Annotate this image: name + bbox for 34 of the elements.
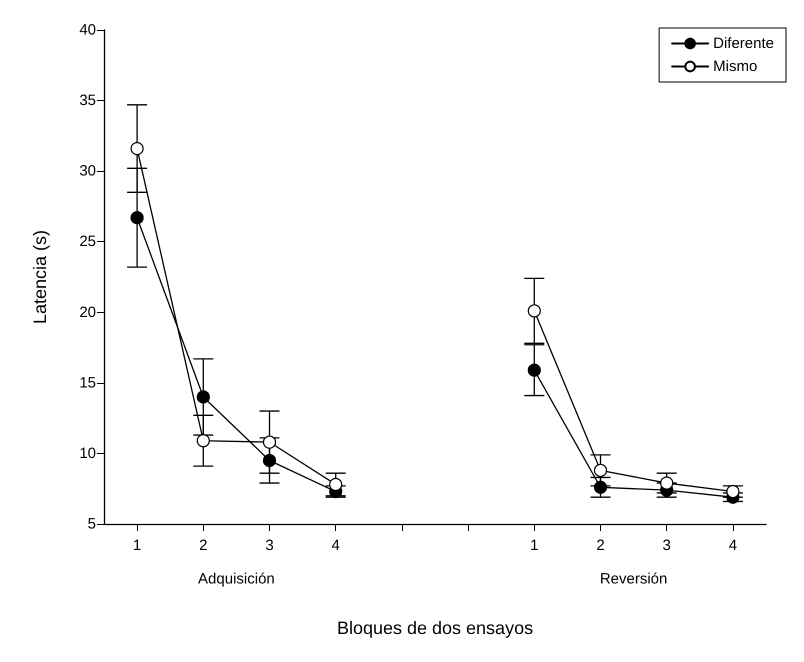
y-tick-label: 35 bbox=[79, 92, 96, 110]
x-tick-label: 2 bbox=[199, 537, 208, 554]
point bbox=[130, 142, 144, 156]
x-tick-label: 3 bbox=[265, 537, 274, 554]
y-tick-label: 10 bbox=[79, 444, 96, 462]
x-tick-label: 4 bbox=[332, 537, 340, 554]
legend-label: Diferente bbox=[713, 35, 774, 52]
point bbox=[130, 211, 144, 224]
text: Reversión bbox=[600, 570, 668, 588]
legend-label: Mismo bbox=[713, 58, 758, 75]
point bbox=[196, 390, 210, 404]
y-tick-label: 25 bbox=[79, 233, 96, 250]
x-tick-label: 1 bbox=[530, 537, 538, 554]
point bbox=[196, 434, 210, 448]
point bbox=[262, 436, 276, 449]
y-tick-label: 40 bbox=[79, 22, 96, 38]
point bbox=[726, 484, 740, 498]
x-axis-title: Bloques de dos ensayos bbox=[336, 618, 534, 638]
y-tick-label: 20 bbox=[79, 304, 96, 321]
point bbox=[594, 464, 608, 477]
y-tick-label: 15 bbox=[79, 374, 96, 392]
x-tick-label: 1 bbox=[132, 537, 142, 554]
x-tick-label: 4 bbox=[728, 537, 738, 554]
point bbox=[528, 364, 541, 377]
point bbox=[528, 304, 541, 318]
x-tick-label: 2 bbox=[596, 537, 605, 554]
x-tick-label: 3 bbox=[662, 537, 671, 554]
point bbox=[262, 454, 276, 468]
point bbox=[594, 480, 608, 494]
text: Adquisición bbox=[198, 570, 275, 588]
point bbox=[329, 478, 342, 492]
y-axis-title: Latencia (s) bbox=[30, 230, 50, 324]
y-tick-label: 5 bbox=[88, 516, 96, 532]
y-tick-label: 30 bbox=[79, 162, 96, 180]
